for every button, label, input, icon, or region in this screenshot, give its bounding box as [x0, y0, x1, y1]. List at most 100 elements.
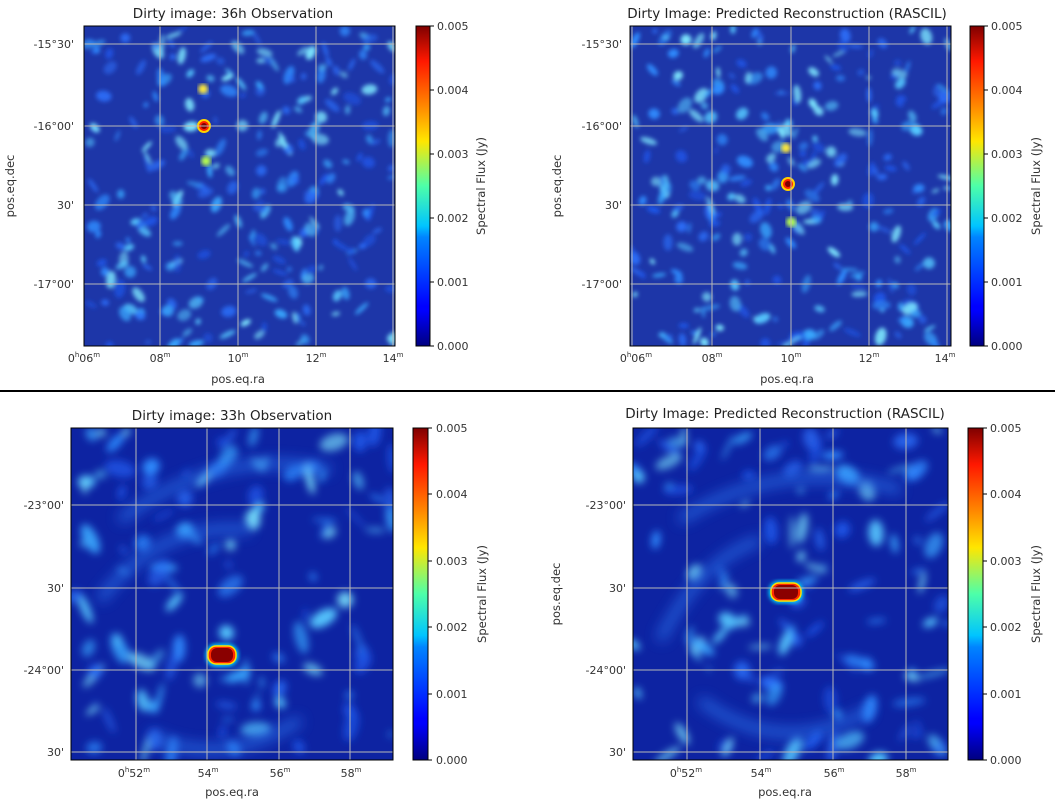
- noise-blob: [340, 71, 348, 79]
- noise-blob: [297, 96, 307, 105]
- noise-blob: [213, 116, 218, 125]
- noise-blob: [870, 108, 879, 119]
- panel-predicted-reconstruction-bottom: 0h52m 54m 56m 58m -23°00' 30' -24°00' 30…: [549, 406, 1043, 799]
- noise-blob: [732, 261, 748, 270]
- noise-blob: [897, 302, 904, 312]
- noise-blob: [353, 431, 368, 452]
- noise-blob: [876, 225, 892, 234]
- noise-blob: [813, 105, 824, 116]
- noise-blob: [635, 428, 659, 447]
- noise-field: [633, 428, 948, 760]
- noise-blob: [251, 690, 260, 710]
- noise-blob: [256, 48, 273, 57]
- noise-blob: [924, 532, 944, 559]
- noise-blob: [932, 220, 941, 230]
- noise-blob: [388, 164, 395, 172]
- noise-blob: [120, 33, 131, 43]
- noise-blob: [220, 84, 238, 97]
- noise-blob: [849, 271, 865, 278]
- noise-blob: [145, 340, 152, 345]
- colorbar-tick-label: 0.005: [437, 20, 469, 33]
- noise-blob: [372, 227, 383, 234]
- noise-blob: [193, 673, 207, 688]
- noise-blob: [197, 249, 211, 260]
- noise-blob: [837, 40, 848, 53]
- noise-blob: [203, 333, 213, 343]
- noise-blob: [136, 59, 146, 75]
- noise-blob: [693, 327, 702, 345]
- y-tick-label: -15°30': [34, 38, 75, 51]
- noise-blob: [248, 235, 256, 247]
- noise-blob: [893, 59, 902, 67]
- noise-blob: [186, 69, 195, 78]
- source-peak: [211, 648, 233, 662]
- noise-blob: [766, 153, 776, 163]
- noise-blob: [678, 333, 687, 346]
- noise-blob: [118, 306, 132, 322]
- noise-blob: [254, 330, 265, 340]
- noise-blob: [920, 28, 933, 45]
- noise-blob: [772, 275, 782, 285]
- x-tick-label: 54m: [198, 766, 219, 780]
- source-peak: [785, 181, 791, 187]
- noise-blob: [260, 188, 266, 195]
- colorbar-gradient: [415, 25, 431, 347]
- noise-blob: [940, 107, 948, 116]
- panel-36h-observation: 0h06m 08m 10m 12m 14m -15°30' -16°00' 30…: [3, 6, 488, 386]
- noise-blob: [240, 319, 251, 327]
- noise-blob: [758, 237, 772, 251]
- noise-blob: [319, 173, 328, 186]
- x-tick-label: 10m: [228, 351, 249, 365]
- noise-blob: [640, 136, 658, 146]
- noise-blob: [795, 335, 802, 340]
- noise-blob: [834, 709, 842, 721]
- noise-blob: [156, 67, 166, 87]
- noise-blob: [248, 428, 259, 447]
- noise-blob: [287, 75, 296, 83]
- noise-blob: [773, 120, 781, 134]
- noise-blob: [804, 189, 820, 203]
- noise-blob: [891, 225, 902, 243]
- noise-blob: [910, 309, 922, 318]
- x-tick-label: 0h06m: [68, 351, 100, 365]
- noise-blob: [783, 460, 803, 477]
- noise-blob: [348, 58, 356, 71]
- noise-blob: [260, 263, 269, 272]
- noise-blob: [304, 462, 315, 495]
- noise-blob: [768, 161, 779, 172]
- noise-blob: [142, 264, 153, 271]
- noise-blob: [358, 49, 368, 60]
- noise-blob: [812, 329, 825, 340]
- noise-blob: [899, 244, 911, 255]
- noise-blob: [663, 484, 694, 495]
- colorbar-tick-label: 0.002: [436, 621, 468, 634]
- noise-blob: [725, 583, 738, 599]
- noise-blob: [173, 254, 182, 273]
- y-tick-label: 30': [609, 746, 626, 759]
- noise-blob: [367, 428, 382, 447]
- noise-blob: [735, 107, 749, 120]
- noise-blob: [744, 71, 752, 84]
- noise-blob: [711, 83, 725, 95]
- noise-blob: [763, 444, 782, 461]
- colorbar-label: Spectral Flux (Jy): [1029, 545, 1043, 643]
- noise-blob: [292, 311, 298, 324]
- noise-blob: [206, 74, 215, 82]
- colorbar-tick-label: 0.000: [991, 340, 1023, 353]
- noise-blob: [678, 126, 689, 132]
- noise-blob: [778, 629, 793, 656]
- noise-blob: [146, 649, 165, 669]
- noise-blob: [698, 231, 709, 242]
- noise-blob: [876, 173, 888, 181]
- colorbar-tick-label: 0.004: [436, 488, 468, 501]
- x-tick-label: 12m: [859, 351, 880, 365]
- noise-blob: [260, 293, 278, 302]
- noise-blob: [732, 432, 753, 445]
- noise-blob: [300, 72, 307, 80]
- ring-structure: [148, 716, 303, 754]
- noise-blob: [717, 565, 728, 589]
- noise-blob: [651, 530, 661, 550]
- noise-blob: [923, 617, 938, 628]
- noise-blob: [132, 287, 145, 303]
- y-tick-labels: -15°30' -16°00' 30' -17°00': [34, 38, 75, 291]
